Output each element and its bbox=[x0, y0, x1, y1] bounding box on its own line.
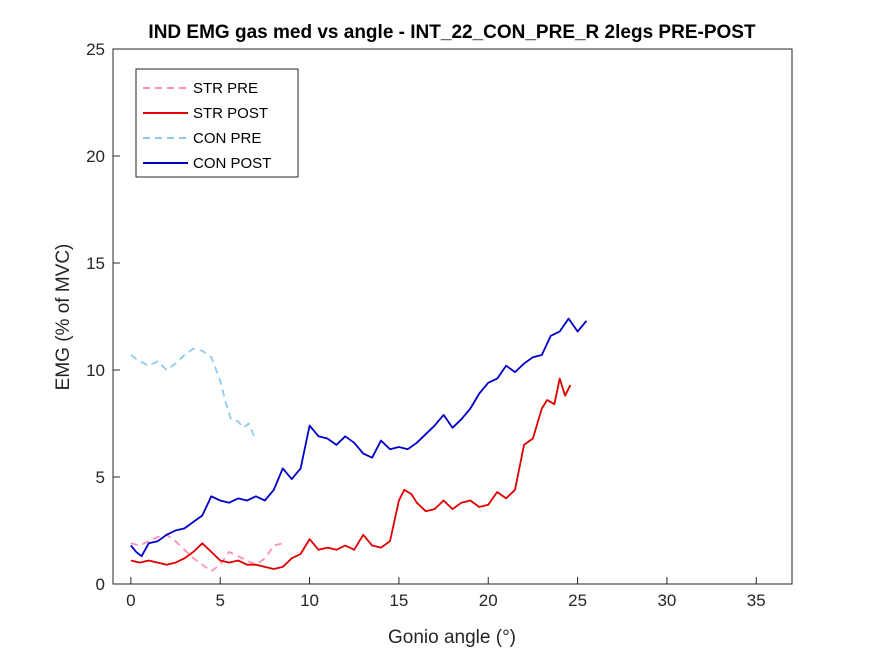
x-tick-label: 5 bbox=[215, 591, 224, 610]
axes-box bbox=[112, 48, 793, 585]
y-tick-label: 10 bbox=[86, 361, 105, 380]
y-axis-label: EMG (% of MVC) bbox=[53, 244, 74, 391]
x-tick-label: 0 bbox=[126, 591, 135, 610]
series-line-con-pre bbox=[130, 347, 256, 437]
x-tick-label: 30 bbox=[657, 591, 676, 610]
x-tick-label: 20 bbox=[479, 591, 498, 610]
chart-title: IND EMG gas med vs angle - INT_22_CON_PR… bbox=[148, 22, 756, 43]
y-tick-label: 0 bbox=[96, 575, 105, 594]
series-layer bbox=[130, 317, 588, 573]
series-line-con-post bbox=[130, 317, 588, 558]
legend-label-con-post: CON POST bbox=[193, 155, 271, 172]
x-axis-label: Gonio angle (°) bbox=[388, 627, 516, 648]
x-tick-label: 15 bbox=[389, 591, 408, 610]
y-tick-label: 15 bbox=[86, 254, 105, 273]
y-tick-label: 20 bbox=[86, 147, 105, 166]
legend: STR PRE STR POST CON PRE CON POST bbox=[135, 68, 299, 178]
x-tick-label: 35 bbox=[747, 591, 766, 610]
y-tick-label: 25 bbox=[86, 40, 105, 59]
tick-layer: 0 5 10 15 20 25 30 35 0 5 10 15 20 25 bbox=[86, 40, 766, 610]
x-tick-label: 25 bbox=[568, 591, 587, 610]
legend-label-con-pre: CON PRE bbox=[193, 130, 261, 147]
y-tick-label: 5 bbox=[96, 468, 105, 487]
legend-label-str-pre: STR PRE bbox=[193, 80, 258, 97]
series-line-str-post bbox=[130, 377, 572, 570]
legend-label-str-post: STR POST bbox=[193, 105, 268, 122]
legend-box bbox=[135, 68, 299, 178]
series-line-str-pre bbox=[130, 533, 284, 573]
x-tick-label: 10 bbox=[300, 591, 319, 610]
